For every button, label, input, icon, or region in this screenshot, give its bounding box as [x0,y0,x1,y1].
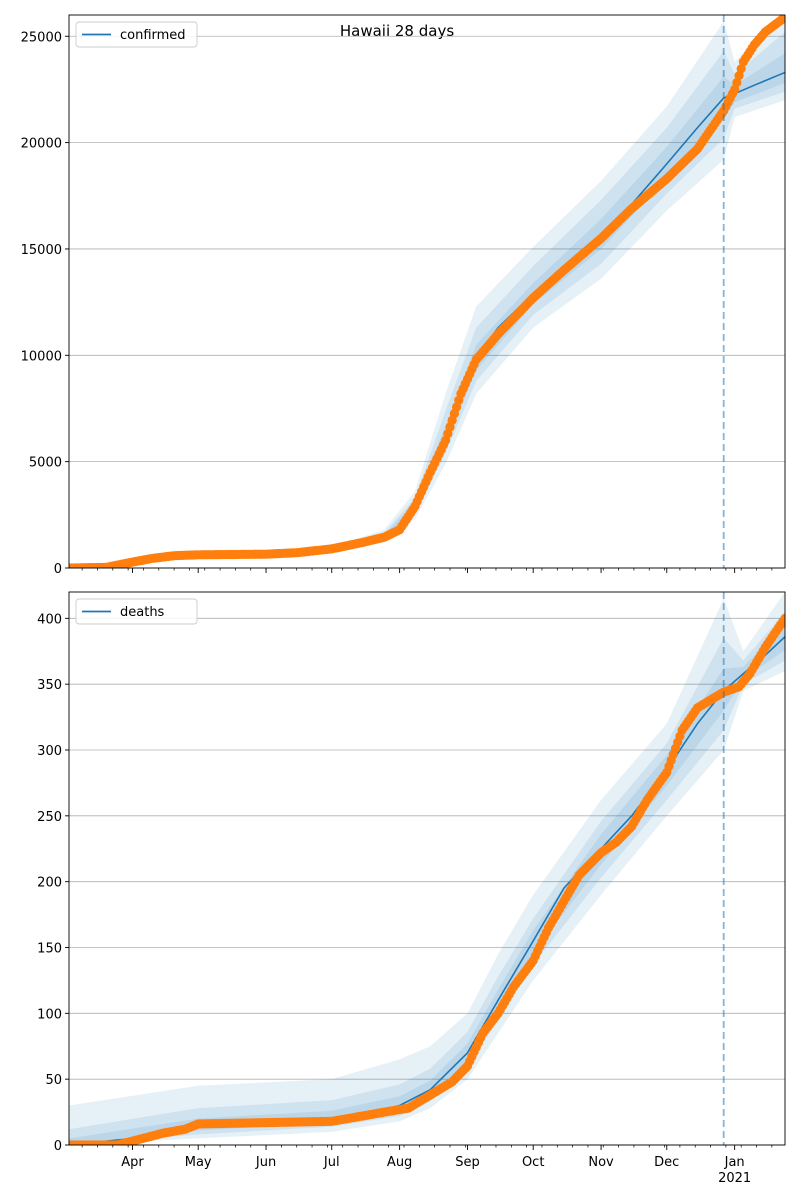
x-year-label: 2021 [718,1171,751,1186]
observed-point [780,15,785,22]
legend-box [75,21,198,48]
x-tick-label: May [185,1155,212,1170]
y-tick-label: 150 [37,942,62,957]
x-tick-label: Apr [121,1155,144,1170]
observed-point [732,77,742,88]
deaths-chart: 0 50 100 150 200 250 300 350 400 Apr May Jun Jul Aug S… [37,591,786,1186]
y-tick-label: 100 [37,1007,62,1022]
y-tick-label: 400 [37,612,62,627]
uncertainty-band-0 [69,592,785,1145]
axes-frame [68,591,786,1146]
uncertainty-band-1 [69,611,785,1145]
y-tick-label: 300 [37,744,62,759]
y-tick-label: 0 [54,562,62,577]
x-tick-label: Sep [455,1155,480,1170]
x-tick-label: Jul [323,1155,340,1170]
y-tick-label: 25000 [21,30,62,45]
legend: deaths [75,598,198,625]
uncertainty-band-0 [331,15,785,554]
y-tick-label: 15000 [21,243,62,258]
y-tick-label: 350 [37,678,62,693]
observed-point [780,613,785,623]
x-tick-label: Jan [724,1155,745,1170]
plot-area [69,15,785,568]
uncertainty-band-1 [331,32,785,553]
x-tick-label: Dec [654,1155,679,1170]
plot-area [69,592,785,1145]
legend: confirmed [75,21,198,48]
legend-label: confirmed [120,28,186,43]
y-tick-label: 0 [54,1139,62,1154]
y-tick-label: 200 [37,876,62,891]
x-tick-label: Oct [522,1155,544,1170]
confirmed-chart: 0 5000 10000 15000 20000 25000 confirmed [21,14,786,577]
y-tick-label: 50 [45,1073,62,1088]
y-tick-label: 20000 [21,137,62,152]
x-tick-label: Nov [588,1155,614,1170]
observed-point [736,64,746,74]
y-tick-label: 250 [37,810,62,825]
x-tick-label: Aug [387,1155,412,1170]
x-tick-label: Jun [255,1155,276,1170]
observed-point [734,71,744,81]
observed-point [730,84,740,95]
axes-frame [68,14,786,569]
legend-box [75,598,198,625]
figure-title: Hawaii 28 days [340,22,454,40]
legend-label: deaths [120,605,165,620]
y-tick-label: 10000 [21,349,62,364]
y-tick-label: 5000 [29,456,62,471]
